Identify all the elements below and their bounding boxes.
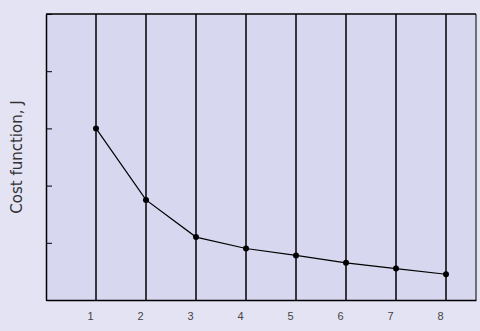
x-tick-label: 3: [187, 310, 193, 322]
point: [243, 246, 249, 252]
grid-line: [445, 14, 447, 300]
grid-line: [345, 14, 347, 300]
chart: 1 2 3 4 5 6 7 8 Cost function, J: [0, 0, 480, 331]
point: [443, 271, 449, 277]
y-axis-title: Cost function, J: [8, 100, 26, 213]
point: [143, 197, 149, 203]
x-tick: 6: [337, 300, 346, 322]
x-tick-label: 4: [237, 310, 243, 322]
grid-line: [145, 14, 147, 300]
y-tick: [46, 300, 52, 301]
point: [343, 260, 349, 266]
y-axis-line: [46, 15, 48, 301]
x-tick: 3: [187, 300, 196, 322]
y-tick: [46, 71, 52, 72]
y-tick: [46, 186, 52, 187]
grid-line: [195, 14, 197, 300]
x-tick-label: 5: [287, 310, 293, 322]
frame-top: [46, 13, 476, 15]
x-tick: 7: [387, 300, 396, 322]
x-tick: 2: [137, 300, 146, 322]
grid: [96, 14, 446, 300]
x-tick-label: 2: [137, 310, 143, 322]
point: [293, 252, 299, 258]
frame-right: [476, 14, 477, 300]
point: [393, 266, 399, 272]
line: [96, 128, 446, 274]
x-tick: 5: [287, 300, 296, 322]
y-tick-mark: [46, 300, 52, 301]
y-tick: [46, 243, 52, 244]
y-tick-mark: [46, 186, 52, 187]
y-tick-mark: [46, 14, 52, 15]
y-tick: [46, 14, 52, 15]
plot-background: [46, 14, 476, 300]
y-tick-mark: [46, 71, 52, 72]
y-tick: [46, 128, 52, 129]
x-tick-label: 1: [87, 310, 93, 322]
x-tick: 8: [437, 300, 446, 322]
x-axis-line: [47, 300, 477, 302]
series: [93, 125, 449, 277]
grid-line: [245, 14, 247, 300]
x-tick-label: 8: [437, 310, 443, 322]
point: [193, 234, 199, 240]
x-tick-label: 7: [387, 310, 393, 322]
x-axis: 1 2 3 4 5 6 7 8: [47, 300, 477, 322]
x-tick: 4: [237, 300, 246, 322]
y-axis: [46, 15, 52, 301]
x-tick-label: 6: [337, 310, 343, 322]
y-tick-mark: [46, 128, 52, 129]
grid-line: [95, 14, 97, 300]
grid-line: [395, 14, 397, 300]
point: [93, 125, 99, 131]
x-tick: 1: [87, 300, 96, 322]
y-tick-mark: [46, 243, 52, 244]
